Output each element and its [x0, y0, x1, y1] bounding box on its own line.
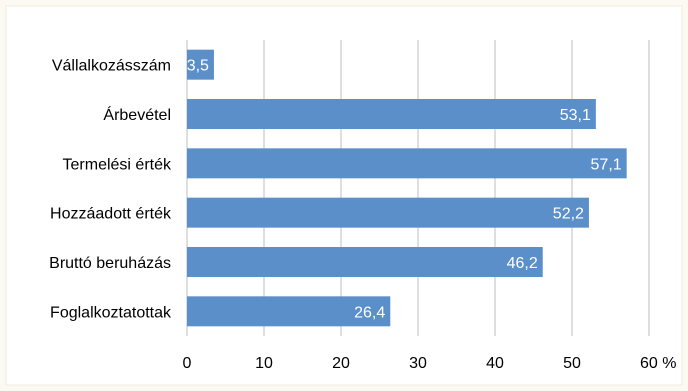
category-label: Vállalkozásszám — [52, 58, 171, 75]
bar — [187, 99, 596, 129]
category-label: Foglalkoztatottak — [50, 304, 172, 321]
bar-value-label: 3,5 — [187, 58, 209, 75]
x-tick-label: 10 — [255, 355, 273, 372]
category-label: Árbevétel — [103, 105, 171, 124]
x-tick-label: 30 — [409, 355, 427, 372]
bar — [187, 49, 214, 80]
category-label: Termelési érték — [63, 156, 172, 173]
bar-value-label: 46,2 — [507, 255, 538, 272]
category-labels: Vállalkozásszám Árbevétel Termelési érték H… — [49, 58, 172, 322]
bar-value-label: 57,1 — [591, 156, 622, 173]
grid-lines — [186, 40, 650, 336]
category-label: Bruttó beruházás — [49, 255, 171, 272]
bar-value-label: 52,2 — [553, 206, 584, 223]
x-tick-label: 40 — [486, 355, 504, 372]
bar-value-label: 53,1 — [560, 107, 591, 124]
bar — [187, 296, 391, 327]
category-label: Hozzáadott érték — [50, 206, 172, 223]
bar-series: 3,5 53,1 57,1 52,2 46,2 26,4 — [187, 49, 627, 327]
bar — [187, 197, 589, 228]
x-tick-label: 50 — [563, 355, 581, 372]
x-tick-label: 0 — [183, 355, 192, 372]
bar — [187, 148, 627, 179]
x-tick-label: 60 % — [640, 355, 676, 372]
bar — [187, 247, 543, 277]
bar-value-label: 26,4 — [354, 304, 385, 321]
x-axis-tick-labels: 0 10 20 30 40 50 60 % — [183, 355, 677, 372]
x-tick-label: 20 — [332, 355, 350, 372]
